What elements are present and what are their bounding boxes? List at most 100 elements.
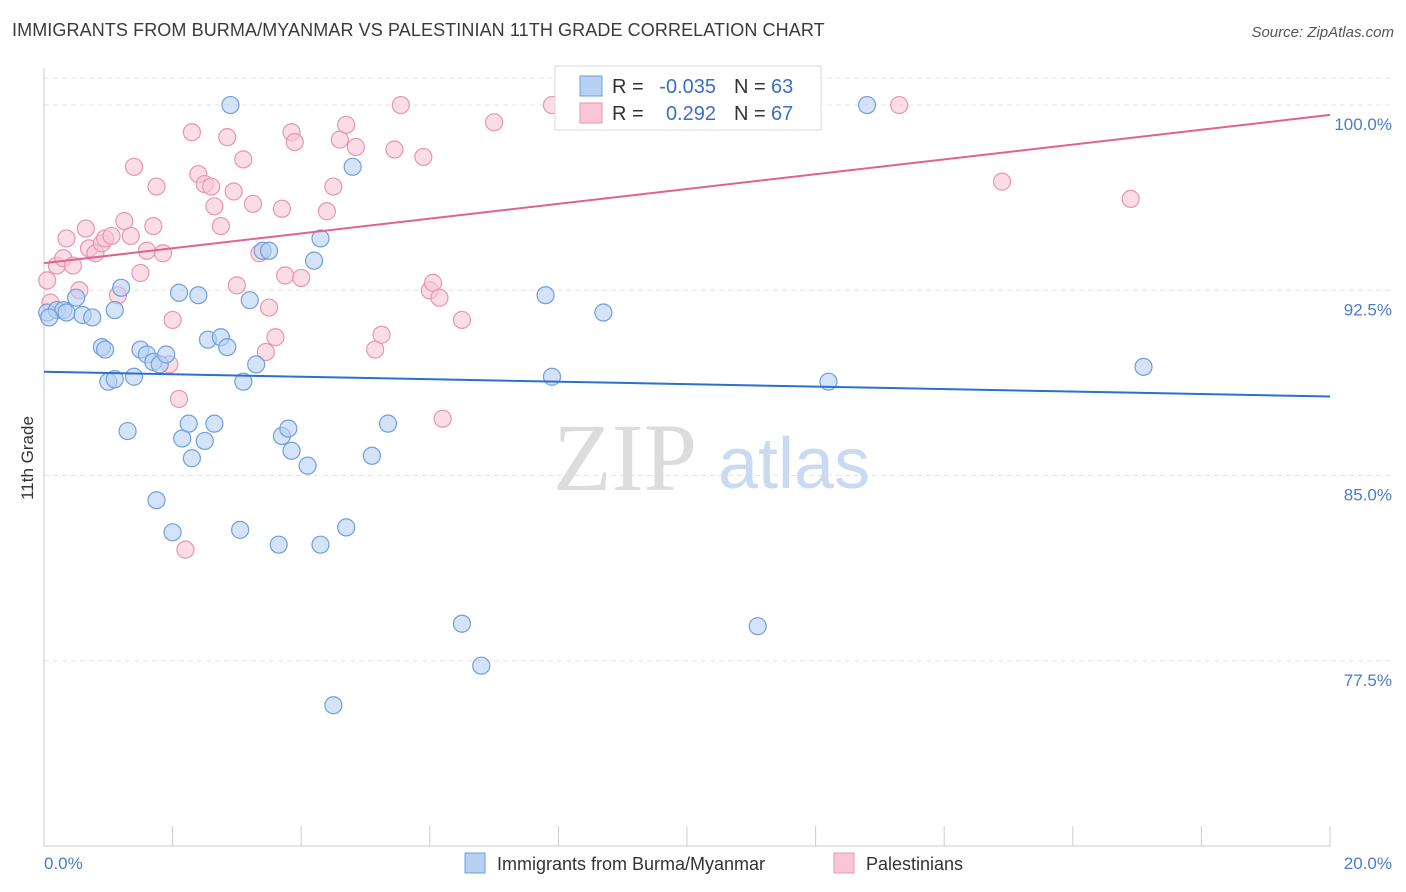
point-burma [169,283,189,302]
point-burma [279,419,298,438]
point-burma [189,286,208,305]
point-palestinians [182,123,201,142]
y-tick-label: 77.5% [1344,671,1392,690]
point-palestinians [63,256,83,275]
point-burma [269,535,288,554]
point-palestinians [153,244,173,263]
point-palestinians [317,202,337,221]
point-burma [218,337,237,357]
point-burma [324,696,343,715]
point-burma [163,523,182,542]
point-burma [112,278,131,297]
point-palestinians [385,140,404,159]
point-palestinians [433,409,452,428]
point-burma [452,614,472,633]
point-palestinians [992,172,1012,191]
stats-r-value-blue: -0.035 [659,76,716,98]
point-palestinians [485,113,504,132]
y-axis-label: 11th Grade [18,416,37,500]
stats-r-label-pink: R = [612,103,644,125]
point-palestinians [131,263,150,283]
point-burma [1134,357,1153,376]
y-tick-label: 85.0% [1344,486,1392,505]
stats-n-label-pink: N = [734,103,766,125]
point-burma [195,431,214,451]
point-burma [147,491,166,510]
trend-line-palestinians [43,113,1331,265]
series-legend: Immigrants from Burma/Myanmar Palestinia… [464,852,963,874]
point-palestinians [243,194,263,213]
point-burma [472,656,491,675]
point-palestinians [163,310,182,330]
point-burma [311,229,330,248]
point-burma [57,303,76,322]
point-burma [343,157,362,176]
point-palestinians [227,276,246,295]
point-palestinians [124,157,144,176]
point-palestinians [234,150,253,169]
point-burma [857,95,877,115]
point-palestinians [272,199,292,218]
point-burma [259,241,279,260]
trend-lines [43,113,1331,398]
point-palestinians [57,229,76,248]
point-palestinians [324,177,343,196]
point-burma [105,370,124,389]
series-palestinians-points [38,95,1140,559]
point-burma [282,441,301,460]
series-burma-points [38,95,1153,715]
y-tick-label: 100.0% [1334,115,1392,134]
point-burma [157,345,176,364]
point-palestinians [256,342,275,362]
series-legend-swatch-burma [464,852,486,874]
series-legend-label-palestinians: Palestinians [866,854,963,874]
point-palestinians [38,271,57,290]
point-burma [67,288,86,307]
stats-n-value-blue: 63 [771,76,793,98]
point-palestinians [337,115,356,134]
point-palestinians [890,95,909,115]
stats-legend: R = -0.035 N = 63 R = 0.292 N = 67 [554,65,822,131]
point-burma [337,518,356,537]
point-burma [378,414,398,433]
source-credit: Source: ZipAtlas.com [1251,24,1394,41]
chart-title: IMMIGRANTS FROM BURMA/MYANMAR VS PALESTI… [12,20,825,40]
point-burma [594,303,613,322]
point-burma [536,286,555,305]
point-burma [118,421,137,441]
point-burma [304,251,324,270]
point-burma [311,535,330,554]
point-palestinians [76,219,95,238]
point-palestinians [176,540,195,559]
point-palestinians [169,389,189,409]
point-palestinians [391,95,410,115]
point-palestinians [414,147,433,167]
point-burma [362,446,382,465]
point-palestinians [285,132,304,152]
y-tick-labels: 77.5% 85.0% 92.5% 100.0% [1334,115,1392,690]
point-palestinians [372,325,391,344]
point-palestinians [276,266,295,285]
point-palestinians [102,226,121,246]
point-palestinians [224,182,243,201]
x-axis-ticks [172,826,1331,846]
point-burma [83,308,102,327]
point-burma [247,355,266,374]
stats-legend-swatch-pink [579,102,603,124]
point-palestinians [211,216,230,236]
point-burma [234,372,253,391]
point-burma [40,308,59,327]
point-palestinians [205,197,224,216]
point-palestinians [202,177,221,196]
stats-n-label-blue: N = [734,76,766,98]
point-palestinians [259,298,279,317]
point-palestinians [147,177,166,196]
point-burma [298,456,317,475]
stats-n-value-pink: 67 [771,103,793,125]
point-burma [179,414,198,433]
x-tick-label-max: 20.0% [1344,854,1392,873]
point-palestinians [1121,189,1140,209]
point-palestinians [292,268,311,288]
point-burma [182,449,201,468]
x-tick-label-min: 0.0% [44,854,83,873]
